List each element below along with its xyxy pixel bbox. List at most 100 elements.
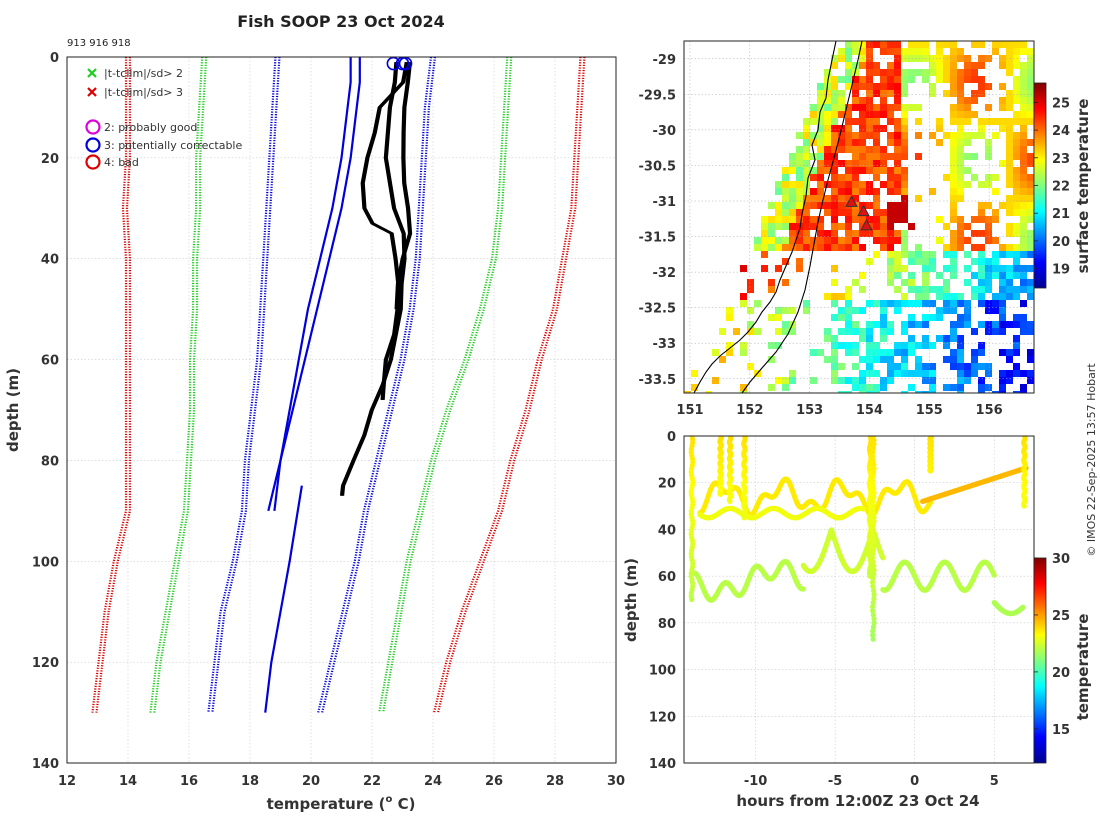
- sst-cell: [957, 139, 964, 146]
- sst-cell: [971, 293, 978, 300]
- sst-cell: [971, 132, 978, 139]
- sst-cell: [887, 167, 894, 174]
- sst-cell: [908, 55, 915, 62]
- climatology-meanminus-3sd-b: [95, 57, 132, 713]
- sst-cell: [845, 195, 852, 202]
- sst-cell: [908, 321, 915, 328]
- sst-cell: [992, 391, 999, 393]
- sst-cell: [1027, 111, 1034, 118]
- sst-cell: [810, 118, 817, 125]
- sst-cell: [894, 209, 901, 216]
- sst-cell: [936, 76, 943, 83]
- sst-cell: [992, 321, 999, 328]
- sst-cell: [831, 265, 838, 272]
- sst-cell: [999, 286, 1006, 293]
- sst-cell: [880, 307, 887, 314]
- sst-cell: [1006, 286, 1013, 293]
- climatology-meanminus-2sd-a: [149, 56, 204, 713]
- sst-cell: [894, 237, 901, 244]
- sst-cell: [1020, 223, 1027, 230]
- sst-cell: [859, 286, 866, 293]
- climatology-meanminus-2sd-b: [153, 56, 208, 713]
- sst-cell: [1013, 41, 1020, 48]
- sst-cell: [838, 377, 845, 384]
- sst-cell: [950, 132, 957, 139]
- sst-cell: [943, 342, 950, 349]
- sst-cell: [957, 83, 964, 90]
- sst-cell: [803, 195, 810, 202]
- profile-x-tick: 28: [546, 774, 564, 789]
- sst-cell: [817, 195, 824, 202]
- sst-cell: [894, 125, 901, 132]
- sst-cell: [964, 76, 971, 83]
- sst-cell: [1013, 118, 1020, 125]
- sst-cell: [782, 377, 789, 384]
- sst-cell: [859, 307, 866, 314]
- sst-cell: [775, 244, 782, 251]
- sst-cell: [1013, 335, 1020, 342]
- timeseries-point: [871, 620, 877, 626]
- sst-cell: [880, 300, 887, 307]
- sst-cell: [782, 279, 789, 286]
- sst-cell: [852, 181, 859, 188]
- station-marker: [845, 195, 858, 207]
- sst-cell: [803, 209, 810, 216]
- sst-cell: [775, 342, 782, 349]
- sst-cell: [1027, 370, 1034, 377]
- sst-cell: [782, 258, 789, 265]
- sst-cell: [1013, 146, 1020, 153]
- climatology-mean-a: [264, 485, 303, 713]
- sst-cell: [999, 118, 1006, 125]
- sst-cell: [950, 265, 957, 272]
- sst-cell: [775, 181, 782, 188]
- sst-cell: [957, 216, 964, 223]
- sst-cell: [964, 237, 971, 244]
- sst-cell: [887, 363, 894, 370]
- sst-cell: [789, 223, 796, 230]
- sst-cell: [845, 209, 852, 216]
- sst-cell: [845, 286, 852, 293]
- station-markers: [845, 195, 873, 231]
- sst-cell: [950, 300, 957, 307]
- sst-cell: [950, 230, 957, 237]
- sst-cell: [845, 174, 852, 181]
- sst-cell: [852, 363, 859, 370]
- sst-cell: [999, 104, 1006, 111]
- sst-cell: [852, 321, 859, 328]
- sst-cell: [824, 104, 831, 111]
- sst-cell: [915, 48, 922, 55]
- sst-cell: [789, 244, 796, 251]
- sst-cell: [985, 272, 992, 279]
- sst-cell: [852, 48, 859, 55]
- sst-cell: [992, 237, 999, 244]
- sst-cell: [887, 244, 894, 251]
- sst-cell: [964, 55, 971, 62]
- sst-cell: [852, 76, 859, 83]
- sst-cell: [831, 216, 838, 223]
- timeseries-point: [741, 515, 747, 521]
- timeseries-point: [869, 632, 876, 638]
- sst-cell: [810, 216, 817, 223]
- timeseries-x-tick: -5: [828, 774, 842, 789]
- sst-cell: [1027, 48, 1034, 55]
- timeseries-point: [871, 461, 877, 468]
- map-y-tick: -30: [653, 124, 677, 139]
- sst-cell: [971, 328, 978, 335]
- timeseries-point: [870, 583, 876, 589]
- legend-x-green-marker: [87, 68, 97, 78]
- sst-cell: [901, 139, 908, 146]
- sst-cell: [929, 391, 936, 393]
- sst-cell: [838, 132, 845, 139]
- sst-cell: [1013, 391, 1020, 393]
- sst-cell: [929, 55, 936, 62]
- sst-cell: [789, 216, 796, 223]
- sst-cell: [957, 244, 964, 251]
- sst-cell: [964, 370, 971, 377]
- sst-cell: [845, 300, 852, 307]
- sst-cell: [873, 370, 880, 377]
- sst-cell: [1013, 181, 1020, 188]
- sst-cell: [768, 314, 775, 321]
- sst-cell: [901, 146, 908, 153]
- sst-cell: [943, 293, 950, 300]
- sst-cell: [950, 209, 957, 216]
